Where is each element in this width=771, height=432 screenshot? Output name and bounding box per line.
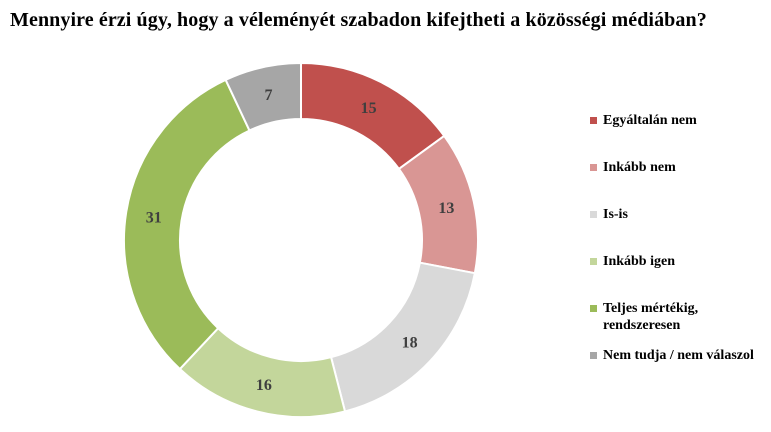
legend-label: Nem tudja / nem válaszol [603,348,754,363]
legend-marker-icon [590,117,597,124]
segment-label-1: 15 [361,100,377,117]
legend-label: Egyáltalán nem [603,113,697,128]
donut-chart-svg: 15 13 18 16 31 7 [123,62,479,418]
segment-label-6: 7 [265,87,273,104]
segment-label-5: 31 [146,209,162,226]
donut-segment-6 [224,62,302,132]
legend-label: Teljes mértékig, rendszeresen [603,301,699,333]
legend-item-5: Teljes mértékig, rendszeresen [590,300,768,347]
legend-item-6: Nem tudja / nem válaszol [590,347,768,364]
legend-marker-icon [590,352,597,359]
legend-marker-icon [590,258,597,265]
donut-segment-5 [123,78,251,371]
legend-marker-icon [590,164,597,171]
legend-item-1: Egyáltalán nem [590,112,768,159]
chart-legend: Egyáltalán nem Inkább nem Is-is Inkább igen… [590,112,768,364]
legend-label: Inkább igen [603,254,675,269]
legend-label: Is-is [603,207,628,222]
legend-marker-icon [590,211,597,218]
legend-label: Inkább nem [603,160,676,175]
donut-chart: 15 13 18 16 31 7 [121,60,481,420]
legend-item-3: Is-is [590,206,768,253]
segment-label-2: 13 [438,200,454,217]
chart-title: Mennyire érzi úgy, hogy a véleményét sza… [10,9,707,31]
segment-label-4: 16 [256,377,272,394]
segment-label-3: 18 [402,335,418,352]
legend-item-4: Inkább igen [590,253,768,300]
legend-item-2: Inkább nem [590,159,768,206]
legend-marker-icon [590,305,597,312]
